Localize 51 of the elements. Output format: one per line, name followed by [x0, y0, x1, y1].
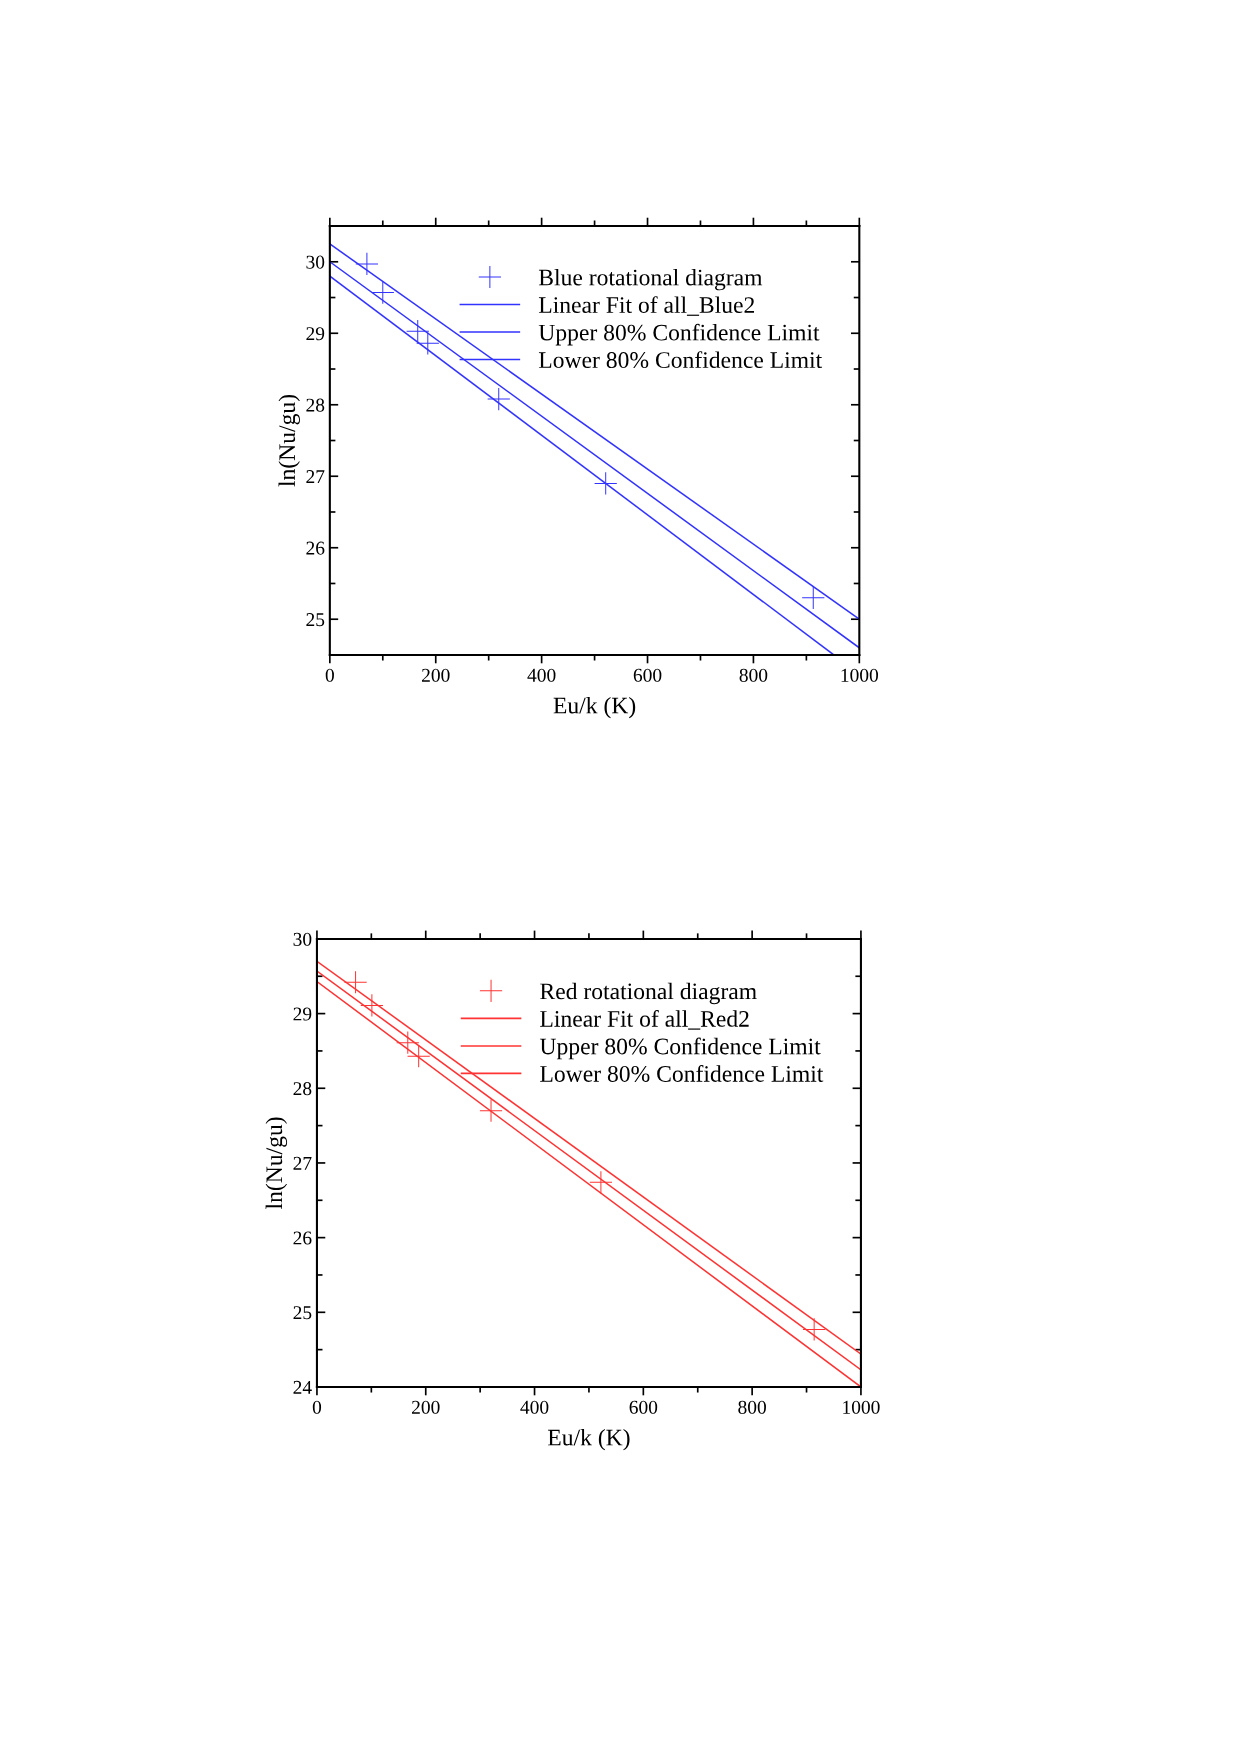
point — [803, 1318, 826, 1341]
point — [589, 1171, 613, 1194]
x-tick-label: 0 — [325, 668, 334, 682]
legend-label: Linear Fit of all_Red2 — [540, 1010, 749, 1030]
point — [355, 252, 379, 276]
point — [487, 387, 510, 411]
y-tick-label: 29 — [293, 1007, 312, 1021]
y-tick-label: 28 — [306, 398, 325, 412]
point — [360, 994, 383, 1017]
point — [396, 1031, 419, 1054]
y-tick-label: 25 — [306, 613, 325, 627]
point — [406, 320, 429, 343]
x-tick-label: 400 — [527, 668, 556, 682]
y-tick-label: 26 — [306, 541, 325, 555]
y-tick-label: 25 — [293, 1306, 312, 1320]
y-tick-label: 24 — [293, 1380, 312, 1394]
y-tick-label: 27 — [293, 1156, 312, 1170]
legend-label: Linear Fit of all_Blue2 — [538, 296, 755, 316]
point — [479, 1099, 503, 1122]
x-axis-title: Eu/k (K) — [553, 696, 636, 719]
y-tick-label: 30 — [306, 255, 325, 269]
point — [344, 971, 367, 994]
point — [407, 1045, 430, 1068]
y-tick-label: 27 — [306, 470, 325, 483]
x-tick-label: 400 — [520, 1400, 549, 1414]
legend-label: Blue rotational diagram — [538, 268, 763, 291]
x-tick-label: 1000 — [841, 668, 879, 682]
point — [802, 586, 825, 609]
y-tick-label: 26 — [293, 1231, 312, 1245]
x-tick-label: 200 — [422, 668, 450, 682]
y-tick-label: 28 — [293, 1082, 312, 1096]
x-tick-label: 800 — [738, 1400, 766, 1414]
y-tick-label: 29 — [306, 327, 325, 341]
point — [416, 332, 439, 355]
x-tick-label: 600 — [633, 668, 662, 682]
x-tick-label: 600 — [629, 1400, 658, 1414]
legend-label: Upper 80% Confidence Limit — [538, 323, 820, 346]
x-axis-title: Eu/k (K) — [547, 1428, 630, 1451]
y-tick-label: 30 — [293, 932, 312, 946]
x-tick-label: 1000 — [843, 1400, 880, 1414]
y-axis-title: ln(Nu/gu) — [265, 1117, 288, 1210]
x-tick-label: 800 — [739, 668, 768, 682]
legend-label: Lower 80% Confidence Limit — [540, 1065, 824, 1082]
point — [594, 472, 617, 495]
x-tick-label: 200 — [412, 1400, 440, 1414]
x-tick-label: 0 — [312, 1400, 322, 1414]
legend-label: Red rotational diagram — [540, 982, 757, 1005]
legend-label: Upper 80% Confidence Limit — [539, 1037, 821, 1060]
y-axis-title: ln(Nu/gu) — [278, 394, 300, 487]
point — [371, 281, 394, 304]
legend-label: Lower 80% Confidence Limit — [538, 351, 823, 369]
